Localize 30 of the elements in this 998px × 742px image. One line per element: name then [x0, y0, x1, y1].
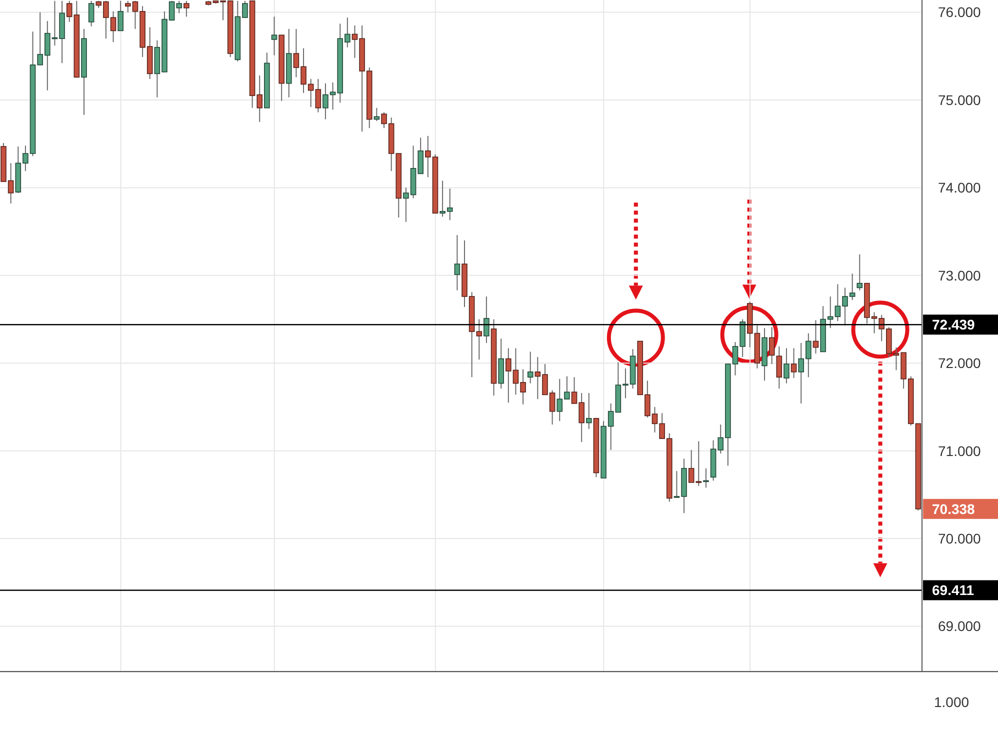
candlestick — [790, 348, 797, 379]
candlestick — [784, 348, 790, 384]
text: 1.000 — [934, 694, 970, 710]
y-tick-label: 69.000 — [938, 618, 982, 634]
y-tick-label: 73.000 — [938, 267, 982, 284]
candlestick — [768, 326, 775, 365]
ref-line-label: 69.411 — [932, 582, 974, 598]
candlestick — [527, 351, 534, 384]
candlestick — [776, 346, 782, 390]
candlestick — [688, 449, 694, 483]
y-tick-label: 76.000 — [938, 4, 982, 20]
candlestick — [271, 16, 278, 56]
y-tick-label: 74.000 — [938, 180, 982, 196]
candlestick — [88, 0, 94, 27]
y-tick-label: 75.000 — [938, 92, 982, 108]
candlestick — [315, 78, 322, 113]
candlestick — [118, 0, 124, 32]
candlestick — [184, 0, 190, 18]
ref-line-label: 72.439 — [932, 316, 976, 333]
candlestick — [856, 254, 863, 291]
candlestick — [454, 234, 460, 291]
y-tick-label: 72.000 — [938, 355, 982, 372]
candlestick — [703, 468, 709, 488]
text: 70.338 — [932, 500, 976, 517]
candlestick — [696, 440, 702, 486]
candlestick — [484, 296, 490, 344]
candlestick — [812, 320, 819, 354]
candlestick — [586, 392, 592, 430]
y-tick-label: 71.000 — [938, 442, 982, 459]
y-tick-label: 70.000 — [938, 530, 982, 547]
